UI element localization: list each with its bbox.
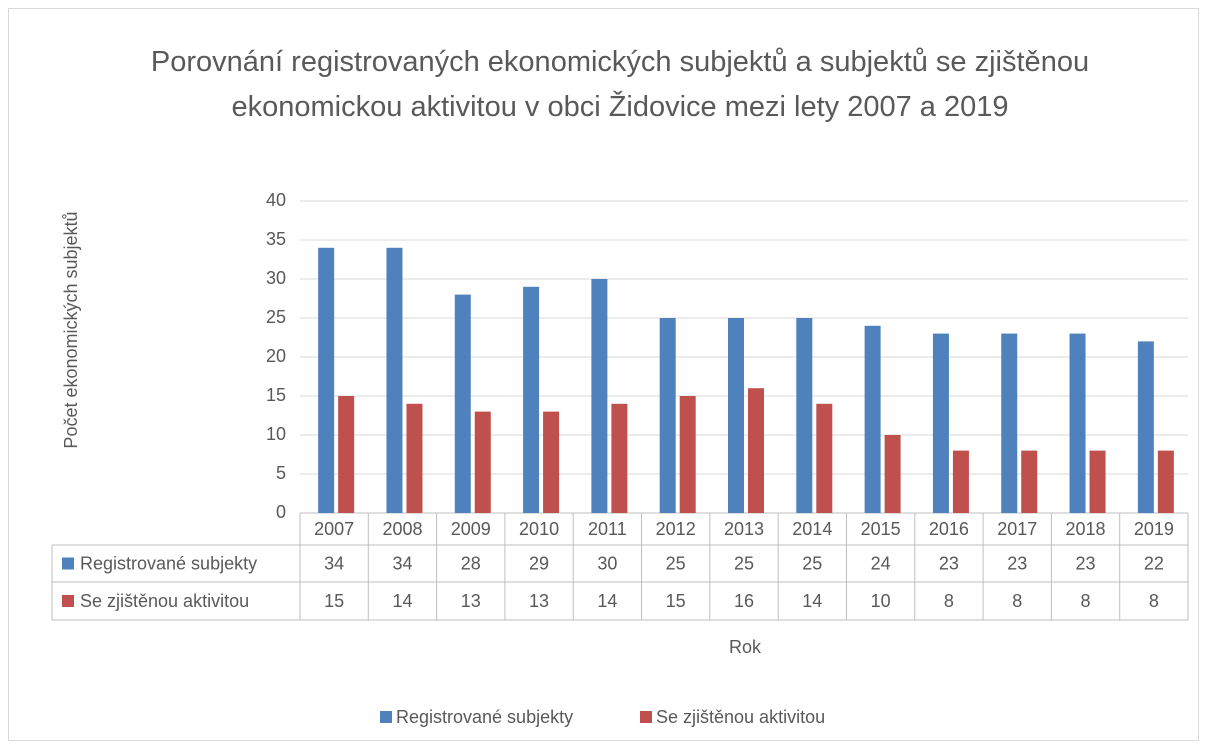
bar [952,450,969,513]
table-value: 14 [392,591,412,611]
x-tick-label: 2017 [997,519,1037,539]
table-value: 23 [939,553,959,573]
table-legend-key [62,595,74,607]
bar [748,388,764,513]
x-tick-label: 2016 [929,519,969,539]
table-value: 10 [871,591,891,611]
x-tick-label: 2007 [314,519,354,539]
bar [1157,450,1174,513]
table-value: 14 [802,591,822,611]
bar [611,403,628,513]
bar [1021,450,1038,513]
table-value: 13 [461,591,481,611]
table-value: 29 [529,553,549,573]
table-series-name: Se zjištěnou aktivitou [80,591,249,611]
bar [523,286,540,513]
table-value: 28 [461,553,481,573]
bar [884,435,901,513]
table-legend-key [62,557,74,570]
bar [679,396,696,513]
bar [386,247,403,514]
table-value: 8 [1012,591,1022,611]
legend-key [640,711,652,723]
x-tick-label: 2018 [1066,519,1106,539]
table-value: 25 [734,553,754,573]
bar [1069,333,1086,513]
y-tick-label: 15 [266,385,286,405]
y-tick-label: 0 [276,502,286,522]
bar [932,333,949,513]
table-value: 34 [324,553,344,573]
bar [338,396,355,513]
x-tick-label: 2009 [451,519,491,539]
y-axis-label: Počet ekonomických subjektů [61,211,81,448]
bar [454,294,471,513]
y-tick-label: 10 [266,424,286,444]
bar [1001,333,1018,513]
table-value: 15 [324,591,344,611]
table-value: 14 [597,591,617,611]
table-value: 13 [529,591,549,611]
legend-label: Registrované subjekty [396,707,573,727]
bar [406,403,423,513]
chart-border [8,8,1199,741]
table-value: 8 [944,591,954,611]
bar [591,279,608,513]
table-value: 23 [1007,553,1027,573]
table-value: 30 [597,553,617,573]
bar [1137,341,1154,513]
y-tick-label: 5 [276,463,286,483]
legend-label: Se zjištěnou aktivitou [656,707,825,727]
y-tick-label: 25 [266,307,286,327]
x-tick-label: 2008 [382,519,422,539]
bar [474,411,491,513]
y-tick-label: 35 [266,229,286,249]
y-tick-label: 40 [266,190,286,210]
x-tick-label: 2015 [861,519,901,539]
x-tick-label: 2014 [792,519,832,539]
table-value: 25 [666,553,686,573]
table-value: 15 [666,591,686,611]
x-axis-label: Rok [729,637,762,657]
table-value: 22 [1144,553,1164,573]
table-value: 16 [734,591,754,611]
bar [864,325,881,513]
table-value: 23 [1076,553,1096,573]
y-tick-label: 30 [266,268,286,288]
x-tick-label: 2019 [1134,519,1174,539]
chart-title: Porovnání registrovaných ekonomických su… [150,46,1090,123]
bar [796,318,813,513]
x-tick-label: 2013 [724,519,764,539]
x-tick-label: 2010 [519,519,559,539]
table-series-name: Registrované subjekty [80,553,257,573]
bar [318,247,335,514]
bar [816,403,833,513]
bar [543,411,560,513]
bar [728,318,744,513]
table-value: 34 [392,553,412,573]
table-value: 24 [871,553,891,573]
y-tick-label: 20 [266,346,286,366]
legend-key [380,711,392,723]
bar [659,318,676,513]
x-tick-label: 2011 [588,519,627,539]
table-value: 8 [1081,591,1091,611]
table-value: 8 [1149,591,1159,611]
x-tick-label: 2012 [656,519,696,539]
table-value: 25 [802,553,822,573]
bar [1089,450,1106,513]
